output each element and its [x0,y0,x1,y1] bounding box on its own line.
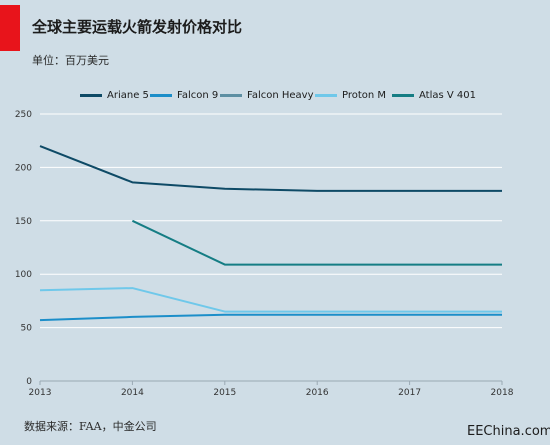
source-note: 数据来源：FAA，中金公司 [24,420,157,433]
legend-item: Falcon 9 [150,86,218,104]
legend-label: Ariane 5 [107,89,149,101]
x-tick-label: 2017 [398,388,421,398]
y-tick-label: 100 [15,270,32,280]
watermark: EEChina.com [467,424,550,439]
legend-item: Proton M [315,86,386,104]
series-line-falcon-9 [39,313,502,322]
legend-item: Falcon Heavy [220,86,314,104]
x-tick-label: 2018 [491,388,514,398]
y-tick-label: 200 [15,163,32,173]
legend-swatch [220,93,242,97]
x-tick-label: 2013 [29,388,52,398]
x-tick-label: 2016 [306,388,329,398]
series-line-proton-m [39,287,502,313]
chart-title: 全球主要运载火箭发射价格对比 [32,18,243,36]
legend-swatch [150,93,172,97]
legend-item: Ariane 5 [80,86,149,104]
legend-label: Proton M [342,89,387,101]
series-line-atlas-v-401 [131,219,502,266]
title-accent-bar [0,5,20,51]
legend-label: Falcon 9 [177,89,219,101]
legend-swatch [315,93,337,97]
legend-label: Falcon Heavy [247,89,314,101]
series-line-ariane-5 [39,145,502,192]
y-tick-label: 0 [26,377,32,387]
y-tick-label: 250 [15,110,32,120]
x-tick-label: 2015 [213,388,236,398]
chart-legend: Ariane 5 Falcon 9 Falcon Heavy Proton M Atla… [0,86,550,104]
x-tick-label: 2014 [121,388,144,398]
legend-swatch [392,93,414,97]
chart-unit-subtitle: 单位：百万美元 [32,54,109,67]
legend-item: Atlas V 401 [392,86,476,104]
y-tick-label: 50 [21,324,33,334]
legend-swatch [80,93,102,97]
y-tick-label: 150 [15,217,32,227]
legend-label: Atlas V 401 [419,89,476,101]
